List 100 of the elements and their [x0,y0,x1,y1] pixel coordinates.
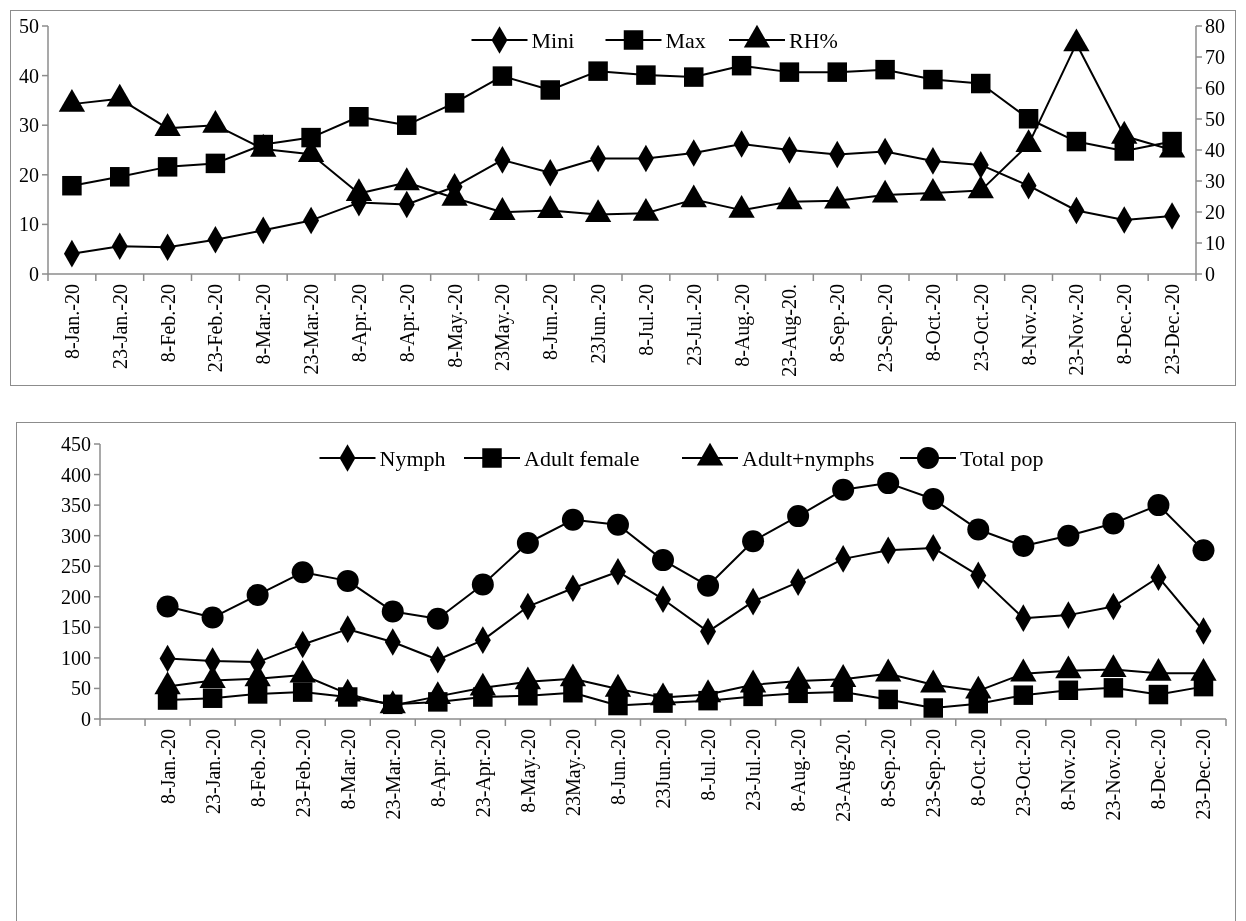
legend-label: Max [665,27,706,53]
y2-tick-label: 20 [1205,201,1225,223]
point [62,175,82,196]
point [540,80,560,100]
y-tick-label: 30 [19,114,39,137]
point [205,153,226,174]
point [301,127,321,148]
x-tick-label: 23May.-20 [561,729,585,817]
point [397,115,417,135]
x-tick-label: 8-Dec.-20 [1147,729,1170,810]
x-tick-label: 23May.-20 [491,284,515,372]
y-tick-label: 450 [61,433,91,455]
point [1111,120,1138,144]
x-tick-label: 23-Dec.-20 [1161,284,1184,375]
x-tick-label: 23-Oct.-20 [1012,729,1035,817]
y-tick-label: 150 [61,616,91,639]
x-tick-label: 8-Nov.-20 [1017,284,1040,366]
point [731,55,752,76]
x-tick-label: 8-Apr.-20 [426,729,450,808]
point [919,177,947,201]
x-tick-label: 8-Nov.-20 [1057,729,1080,811]
y-tick-label: 200 [61,585,91,608]
point [336,569,359,592]
x-tick-label: 23-Dec.-20 [1192,729,1215,820]
x-tick-label: 23-Oct.-20 [969,284,992,372]
x-tick-label: 23Jun.-20 [587,284,610,364]
x-tick-label: 23-Aug-20. [832,729,856,822]
point [291,561,314,584]
point [776,186,803,210]
x-tick-label: 8-Apr.-20 [347,284,371,363]
x-tick-label: 8-Feb.-20 [246,729,269,808]
x-tick-label: 23-Mar.-20 [381,729,404,820]
x-tick-label: 23-Feb.-20 [291,729,314,818]
x-tick-label: 8-Mar.-20 [336,729,359,810]
x-tick-label: 23-Jan.-20 [201,729,224,814]
point [381,600,404,623]
point [875,59,895,80]
point [1058,680,1079,701]
x-tick-label: 8-Jan.-20 [60,284,83,359]
y-tick-label: 350 [61,494,91,517]
x-tick-label: 23-Mar.-20 [300,284,323,375]
point [110,167,130,187]
x-tick-label: 23-Nov.-20 [1065,284,1088,376]
point [871,179,899,203]
point [787,505,810,528]
point [1018,109,1039,129]
point [156,595,179,618]
point [292,682,313,702]
point [971,73,991,94]
y-tick-label: 50 [19,15,39,37]
point [922,488,945,510]
x-tick-label: 8-Dec.-20 [1113,284,1136,365]
point [923,698,943,718]
point [728,194,755,218]
y2-tick-label: 80 [1205,15,1225,37]
y2-tick-label: 0 [1205,263,1215,285]
point [561,508,584,531]
x-tick-label: 8-Sep.-20 [826,284,850,363]
point [742,530,765,553]
y-tick-label: 400 [61,463,91,486]
point [967,518,990,541]
point [1066,131,1087,152]
point [832,478,855,501]
point [157,157,178,177]
point [1013,685,1034,705]
point [444,93,465,113]
x-tick-label: 23-Feb.-20 [204,284,227,373]
point [1148,684,1169,705]
point [246,583,269,606]
y2-tick-label: 70 [1205,46,1225,68]
point [779,62,800,82]
legend-label: Mini [531,27,575,53]
y-tick-label: 250 [61,555,91,578]
y-tick-label: 20 [19,163,39,186]
point [1102,512,1125,535]
point [516,532,539,554]
x-tick-label: 8-Jun.-20 [606,729,629,806]
point [393,167,420,191]
point [426,607,449,630]
point [824,185,851,209]
x-tick-label: 8-Apr.-20 [395,284,419,363]
point [584,199,612,223]
x-tick-label: 23Jun.-20 [652,729,674,809]
point [878,689,898,710]
point [684,67,704,87]
point [680,184,707,208]
x-tick-label: 23-Jul.-20 [742,729,765,811]
y-tick-label: 0 [81,708,91,730]
x-tick-label: 8-Mar.-20 [252,284,275,365]
x-tick-label: 23-Apr.-20 [471,729,495,818]
x-tick-label: 8-Oct.-20 [921,284,944,362]
point [492,66,513,86]
point [1063,28,1090,52]
x-tick-label: 23-Jan.-20 [108,284,131,369]
point [349,107,369,127]
point [154,113,181,136]
y2-tick-label: 50 [1205,108,1225,130]
point [537,195,564,219]
point [697,574,720,597]
y-tick-label: 100 [61,646,91,669]
